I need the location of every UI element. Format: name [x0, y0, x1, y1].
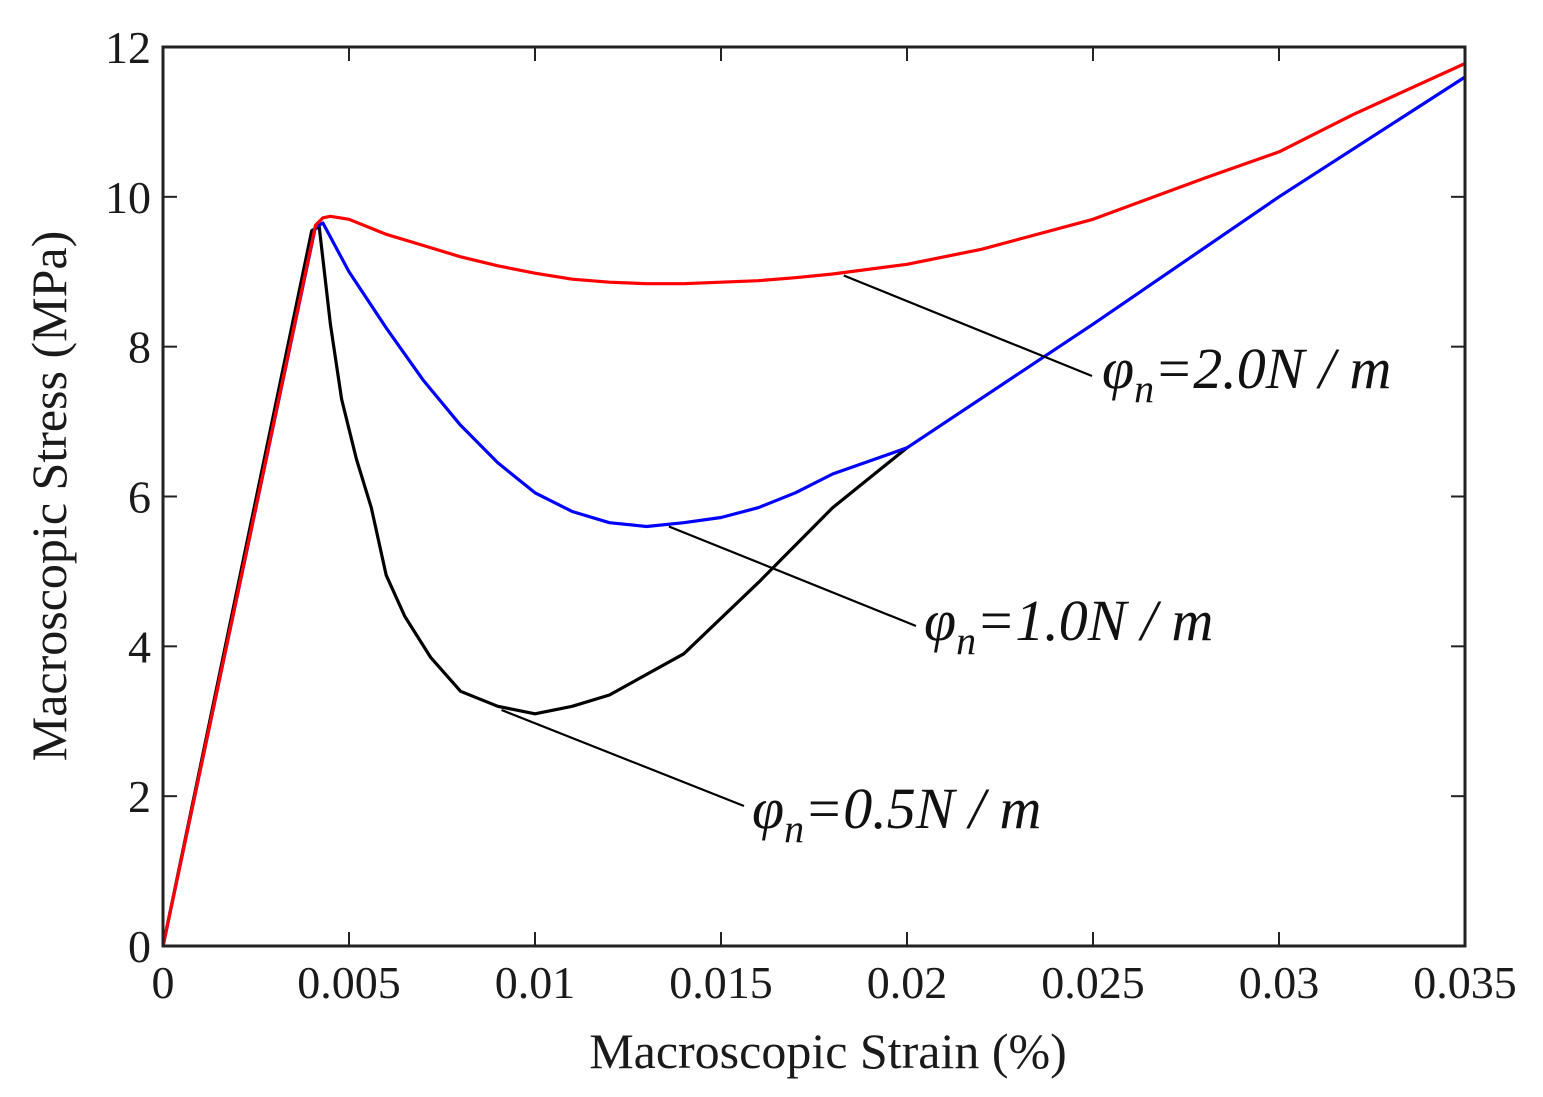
x-tick-label: 0.015 — [669, 957, 773, 1008]
series-line-3 — [161, 62, 1466, 947]
annotation-leaders — [501, 274, 1093, 808]
annotation-labels: φn=2.0N / m φn=1.0N / m φn=0.5N / m — [752, 336, 1391, 851]
x-tick-label: 0.03 — [1239, 957, 1320, 1008]
y-tick-label: 10 — [105, 172, 151, 223]
x-tick-label: 0.035 — [1413, 957, 1517, 1008]
series-line-2 — [161, 75, 1466, 947]
x-tick-label: 0.025 — [1041, 957, 1145, 1008]
y-axis-ticks: 0 2 4 6 8 10 12 — [105, 22, 1465, 972]
x-axis-title: Macroscopic Strain (%) — [589, 1023, 1067, 1079]
annotation-phi-1-0: φn=1.0N / m — [924, 588, 1213, 663]
y-tick-label: 4 — [128, 621, 151, 672]
series-line-1 — [161, 225, 909, 947]
annotation-phi-0-5: φn=0.5N / m — [752, 776, 1041, 851]
leader-line-phi-1-0 — [668, 525, 917, 628]
x-axis-ticks: 0 0.005 0.01 0.015 0.02 0.025 0.03 0.035 — [152, 47, 1517, 1008]
leader-line-phi-2-0 — [843, 274, 1093, 378]
annotation-phi-2-0: φn=2.0N / m — [1102, 336, 1391, 411]
y-tick-label: 0 — [128, 921, 151, 972]
leader-line-phi-0-5 — [501, 708, 745, 808]
x-tick-label: 0.005 — [297, 957, 401, 1008]
y-tick-label: 8 — [128, 322, 151, 373]
series-layer — [161, 62, 1466, 947]
y-tick-label: 2 — [128, 771, 151, 822]
x-tick-label: 0.01 — [495, 957, 576, 1008]
x-tick-label: 0 — [152, 957, 175, 1008]
y-axis-title: Macroscopic Stress (MPa) — [21, 231, 77, 761]
x-tick-label: 0.02 — [867, 957, 948, 1008]
y-tick-label: 6 — [128, 472, 151, 523]
y-tick-label: 12 — [105, 22, 151, 73]
